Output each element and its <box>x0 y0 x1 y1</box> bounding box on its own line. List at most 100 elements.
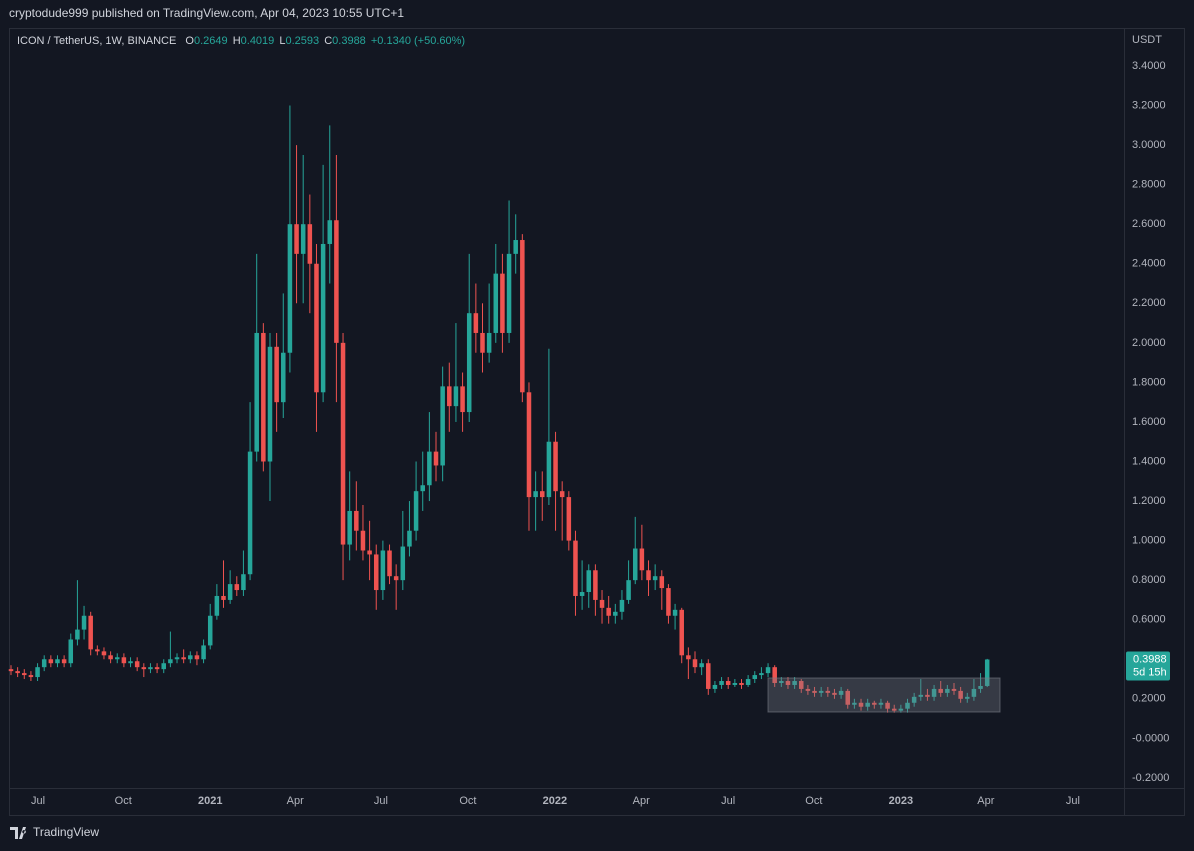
candle-body <box>898 708 904 711</box>
candle-body <box>108 655 113 660</box>
candle-body <box>420 485 425 492</box>
y-tick-label: 3.0000 <box>1132 139 1166 151</box>
candle-body <box>114 657 120 660</box>
y-tick-label: 0.2000 <box>1132 693 1166 705</box>
legend-close: 0.3988 <box>332 35 366 47</box>
candle-body <box>951 688 957 691</box>
candle-body <box>659 576 665 589</box>
candle-body <box>931 688 937 697</box>
candle-body <box>812 690 817 693</box>
candle-body <box>520 240 525 393</box>
legend-key: L <box>279 35 285 47</box>
candle-body <box>387 550 392 577</box>
candle-body <box>188 655 193 660</box>
y-tick-label: 1.8000 <box>1132 376 1166 388</box>
x-tick-label: Apr <box>633 795 650 807</box>
candle-body <box>606 607 611 616</box>
candle-body <box>938 688 943 693</box>
candle-body <box>805 688 811 691</box>
legend-key: H <box>233 35 241 47</box>
candle-body <box>221 595 226 600</box>
candle-body <box>201 645 206 660</box>
candle-body <box>559 491 565 498</box>
candle-body <box>393 576 399 581</box>
candle-body <box>632 548 638 581</box>
candle-body <box>925 694 930 697</box>
candle-body <box>918 694 924 697</box>
candle-body <box>599 599 605 608</box>
candle-body <box>413 491 419 531</box>
candle-body <box>858 702 864 707</box>
candle-body <box>307 224 313 264</box>
candle-body <box>161 663 166 670</box>
candle-body <box>407 530 412 547</box>
y-tick-label: 2.6000 <box>1132 218 1166 230</box>
candle-body <box>626 580 631 600</box>
bar-countdown: 5d 15h <box>1133 666 1167 678</box>
brand-name: TradingView <box>33 825 99 839</box>
x-tick-label: Oct <box>459 795 476 807</box>
candle-body <box>241 574 246 591</box>
x-tick-label: 2022 <box>543 795 567 807</box>
candle-body <box>712 684 718 689</box>
candle-body <box>646 570 651 581</box>
candle-body <box>526 392 532 498</box>
candle-body <box>354 510 359 531</box>
candle-body <box>885 702 890 709</box>
last-price-label: 0.3988 <box>1133 653 1167 665</box>
candle-body <box>752 675 758 680</box>
candle-body <box>965 696 970 699</box>
candle-body <box>613 611 618 616</box>
candle-body <box>493 273 499 333</box>
candle-body <box>792 681 797 685</box>
candle-body <box>566 497 572 541</box>
candle-body <box>294 224 299 254</box>
candle-body <box>719 681 724 685</box>
candle-body <box>573 540 578 596</box>
candle-body <box>486 332 492 353</box>
candle-body <box>141 667 147 670</box>
candle-body <box>679 609 684 656</box>
candle-body <box>785 681 791 685</box>
axes: 3.4000 3.2000 3.0000 2.8000 2.6000 2.4000 2.20… <box>31 60 1170 807</box>
candle-body <box>61 659 67 664</box>
x-tick-label: Oct <box>805 795 822 807</box>
candle-body <box>911 696 917 703</box>
candle-body <box>88 615 93 650</box>
candle-body <box>22 673 27 676</box>
candle-body <box>334 220 339 343</box>
candle-body <box>121 657 127 664</box>
candle-body <box>15 671 20 674</box>
candle-body <box>652 576 658 581</box>
candle-body <box>945 688 950 693</box>
y-tick-label: 1.6000 <box>1132 416 1166 428</box>
candle-body <box>300 224 306 254</box>
y-tick-label: 2.2000 <box>1132 297 1166 309</box>
candle-body <box>872 702 877 705</box>
candle-body <box>759 673 764 676</box>
candle-body <box>207 615 213 646</box>
candle-body <box>878 702 884 705</box>
candle-body <box>55 659 60 664</box>
y-tick-label: 2.0000 <box>1132 337 1166 349</box>
legend-change: +0.1340 (+50.60%) <box>371 35 465 47</box>
legend-key: O <box>185 35 194 47</box>
candle-body <box>639 548 645 571</box>
candle-body <box>958 690 963 699</box>
candle-body <box>533 491 538 498</box>
y-tick-label: 3.4000 <box>1132 60 1166 72</box>
x-tick-label: Jul <box>1066 795 1080 807</box>
candle-body <box>540 491 545 498</box>
candle-body <box>48 659 54 664</box>
x-tick-label: 2023 <box>889 795 913 807</box>
candle-body <box>699 663 704 668</box>
candle-body <box>400 546 406 581</box>
candle-body <box>779 681 784 683</box>
candle-body <box>95 649 100 652</box>
candle-body <box>247 451 253 575</box>
y-tick-label: 2.8000 <box>1132 179 1166 191</box>
candle-body <box>28 675 34 678</box>
price-unit: USDT <box>1132 34 1162 46</box>
y-tick-label: -0.0000 <box>1132 732 1169 744</box>
candle-body <box>586 570 592 593</box>
